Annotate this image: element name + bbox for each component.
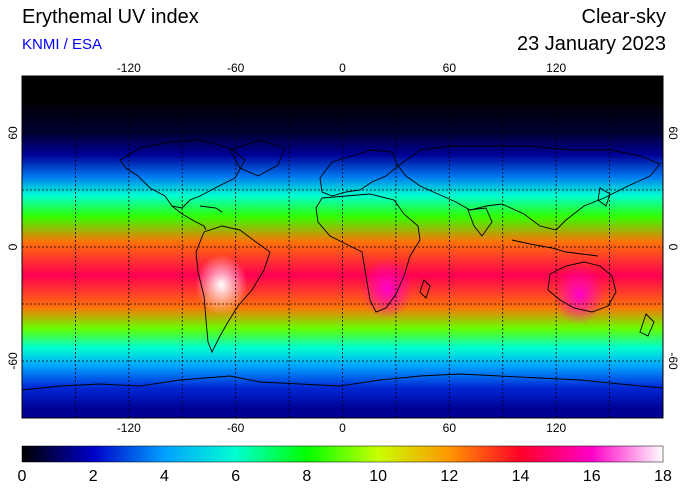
map-frame	[21, 75, 664, 419]
coastline-australia	[547, 261, 617, 313]
map-title: Erythemal UV index	[22, 6, 199, 28]
lat-tick-label-right: -60	[666, 352, 680, 370]
colorbar-tick-label: 14	[512, 468, 530, 485]
latitude-ticks-left: 60 0 -60	[6, 126, 20, 370]
colorbar-frame	[21, 445, 664, 463]
coastline-europe	[319, 149, 399, 197]
colorbar-tick-label: 6	[231, 468, 240, 485]
colorbar-tick-label: 18	[654, 468, 672, 485]
lat-tick-label-right: 0	[666, 244, 680, 251]
map-body	[22, 76, 663, 418]
coastlines	[22, 139, 663, 391]
hotspot-australia	[553, 264, 606, 325]
colorbar-tick-label: 16	[583, 468, 601, 485]
hotspot-andes	[195, 255, 248, 315]
coastline-indonesia	[511, 239, 599, 257]
sky-condition-label: Clear-sky	[581, 6, 666, 28]
lat-tick-label-right: 60	[666, 126, 680, 140]
colorbar-tick-label: 4	[160, 468, 169, 485]
lon-tick-label-top: -120	[117, 61, 141, 75]
longitude-ticks-top: -120 -60 0 60 120	[117, 61, 567, 75]
lon-tick-label-bottom: 60	[443, 421, 457, 435]
lon-tick-label-bottom: -120	[117, 421, 141, 435]
date-label: 23 January 2023	[516, 33, 666, 55]
lon-tick-label-top: -60	[227, 61, 245, 75]
coastline-south-america	[195, 225, 271, 354]
coastline-asia	[397, 145, 661, 231]
lat-tick-label-left: 0	[6, 243, 20, 250]
colorbar-tick-label: 0	[18, 468, 27, 485]
colorbar-tick-label: 2	[89, 468, 98, 485]
coastline-caribbean	[199, 205, 223, 213]
coastline-north-america	[119, 139, 246, 209]
credit-label: KNMI / ESA	[22, 36, 103, 53]
coastline-japan	[597, 187, 611, 207]
graticule	[22, 76, 663, 418]
colorbar-labels: 0 2 4 6 8 10 12 14 16 18	[18, 468, 672, 485]
lat-tick-label-left: 60	[6, 126, 20, 140]
coastline-africa	[315, 193, 421, 313]
coastline-india	[467, 207, 493, 237]
longitude-ticks-bottom: -120 -60 0 60 120	[117, 421, 567, 435]
coastline-new-zealand	[639, 313, 655, 337]
colorbar-tick-label: 12	[440, 468, 458, 485]
lon-tick-label-top: 60	[443, 61, 457, 75]
colorbar-tick-label: 10	[369, 468, 387, 485]
lon-tick-label-bottom: 0	[339, 421, 346, 435]
latitude-ticks-right: 60 0 -60	[666, 126, 680, 370]
coastline-greenland	[229, 139, 286, 177]
coastline-madagascar	[419, 279, 431, 299]
lon-tick-label-bottom: -60	[227, 421, 245, 435]
coastline-antarctica	[22, 373, 663, 391]
lat-tick-label-left: -60	[6, 352, 20, 370]
coastline-central-america	[171, 205, 207, 231]
hotspot-southern-africa	[361, 258, 414, 319]
colorbar	[22, 446, 663, 462]
colorbar-tick-label: 8	[302, 468, 311, 485]
lon-tick-label-top: 0	[339, 61, 346, 75]
lon-tick-label-top: 120	[546, 61, 566, 75]
lon-tick-label-bottom: 120	[546, 421, 566, 435]
